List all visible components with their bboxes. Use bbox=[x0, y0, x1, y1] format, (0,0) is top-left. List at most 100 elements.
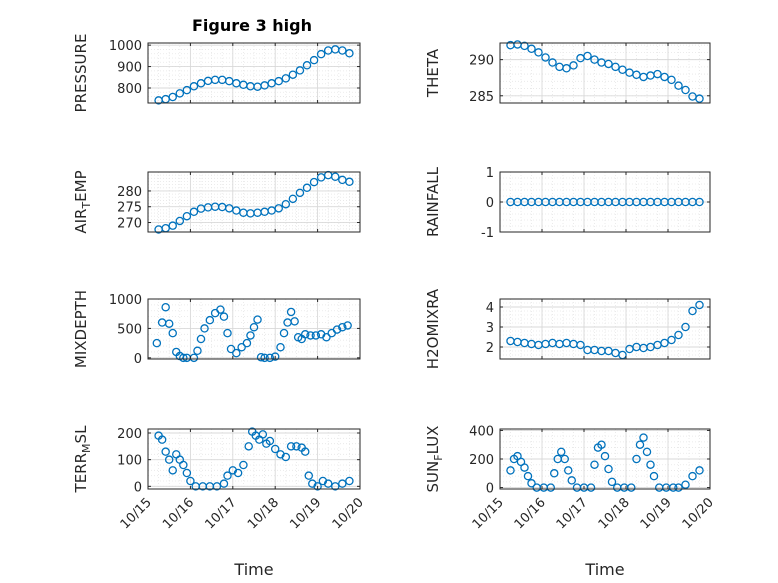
data-point bbox=[646, 460, 655, 469]
data-point bbox=[186, 476, 195, 486]
axes-box bbox=[147, 171, 361, 233]
data-point bbox=[306, 331, 315, 340]
data-point bbox=[338, 46, 347, 55]
data-point bbox=[695, 466, 704, 475]
data-point bbox=[576, 340, 585, 350]
data-point bbox=[219, 479, 229, 488]
data-point bbox=[569, 61, 578, 70]
data-point bbox=[639, 433, 648, 442]
data-point bbox=[681, 85, 690, 95]
data-point bbox=[586, 483, 596, 492]
subplot-h2omixra: 2 3 4 H2OMIXRA bbox=[424, 288, 711, 369]
y-axis-label: H2OMIXRA bbox=[424, 288, 442, 369]
data-point bbox=[681, 322, 690, 332]
y-axis-label: AIRTEMP bbox=[72, 170, 93, 233]
y-tick-label: 100 bbox=[117, 454, 142, 469]
data-point bbox=[541, 53, 550, 62]
axes-box bbox=[499, 42, 711, 104]
data-point bbox=[338, 322, 347, 332]
y-axis-label: RAINFALL bbox=[424, 166, 442, 237]
y-axis-label: TERRMSL bbox=[72, 425, 93, 494]
data-point bbox=[316, 49, 326, 59]
data-point bbox=[175, 89, 185, 98]
data-point bbox=[607, 477, 617, 487]
data-point bbox=[233, 468, 243, 478]
data-point bbox=[179, 353, 188, 363]
axes-box bbox=[147, 42, 361, 104]
x-tick-label: 10/17 bbox=[554, 495, 591, 532]
data-point bbox=[265, 353, 275, 363]
data-point bbox=[175, 216, 185, 226]
x-tick-label: 10/15 bbox=[470, 495, 507, 532]
data-point bbox=[332, 325, 342, 334]
data-point bbox=[246, 331, 255, 340]
x-tick-label: 10/18 bbox=[245, 495, 282, 532]
data-point bbox=[157, 435, 167, 444]
y-tick-label: 400 bbox=[469, 424, 494, 439]
data-point bbox=[632, 454, 641, 464]
data-point bbox=[239, 460, 248, 470]
data-point bbox=[290, 317, 299, 326]
data-point bbox=[322, 332, 331, 342]
data-point bbox=[695, 197, 704, 207]
data-point bbox=[550, 469, 559, 478]
data-point bbox=[627, 483, 636, 492]
data-point bbox=[288, 194, 298, 204]
data-point bbox=[205, 315, 215, 325]
subplot-mixdepth: 0 500 1000 MIXDEPTH bbox=[72, 290, 361, 368]
data-point bbox=[597, 440, 606, 449]
data-point bbox=[168, 466, 177, 475]
y-tick-label: 0 bbox=[134, 480, 142, 495]
y-tick-label: 3 bbox=[486, 321, 494, 336]
data-point bbox=[249, 322, 259, 332]
data-point bbox=[196, 334, 206, 344]
y-tick-label: 900 bbox=[117, 61, 142, 76]
data-point bbox=[288, 70, 298, 79]
data-point bbox=[560, 454, 570, 464]
data-point bbox=[281, 74, 291, 83]
data-point bbox=[527, 479, 536, 488]
data-point bbox=[642, 447, 652, 457]
data-point bbox=[667, 75, 676, 85]
data-point bbox=[523, 471, 533, 481]
data-point bbox=[688, 471, 697, 481]
data-point bbox=[604, 59, 613, 69]
data-point bbox=[600, 451, 610, 461]
y-tick-label: 1000 bbox=[109, 39, 142, 54]
data-point bbox=[258, 430, 268, 439]
subplot-terr-msl: 0 100 200 TERRMSL 10/15 10/16 10/17 10/18 10/19 1… bbox=[72, 425, 367, 579]
data-point bbox=[546, 483, 556, 492]
subplot-theta: 285 290 THETA bbox=[424, 40, 711, 105]
data-point bbox=[611, 62, 620, 72]
data-point bbox=[345, 476, 354, 486]
data-point bbox=[548, 58, 557, 67]
data-point bbox=[345, 177, 354, 187]
data-point bbox=[256, 352, 266, 362]
data-point bbox=[223, 471, 232, 480]
y-tick-label: 285 bbox=[469, 90, 494, 105]
data-point bbox=[653, 69, 662, 79]
x-tick-label: 10/16 bbox=[512, 495, 549, 532]
data-point bbox=[309, 177, 319, 187]
data-point bbox=[270, 352, 280, 361]
x-axis-label: Time bbox=[584, 560, 624, 579]
y-tick-label: 290 bbox=[469, 54, 494, 69]
data-point bbox=[226, 344, 236, 354]
data-point bbox=[674, 330, 683, 340]
data-point bbox=[681, 480, 690, 489]
data-point bbox=[200, 324, 209, 333]
data-point bbox=[223, 328, 232, 338]
data-point bbox=[242, 338, 252, 348]
data-point bbox=[161, 302, 170, 312]
data-point bbox=[590, 460, 599, 469]
data-point bbox=[164, 455, 174, 464]
data-point bbox=[520, 463, 529, 472]
data-point bbox=[189, 82, 199, 91]
x-tick-label: 10/17 bbox=[203, 495, 240, 532]
data-point bbox=[302, 183, 312, 193]
data-point bbox=[286, 307, 296, 317]
y-axis-label: THETA bbox=[424, 48, 442, 98]
data-point bbox=[237, 342, 246, 352]
subplot-pressure: 800 900 1000 PRESSURE bbox=[72, 34, 361, 112]
